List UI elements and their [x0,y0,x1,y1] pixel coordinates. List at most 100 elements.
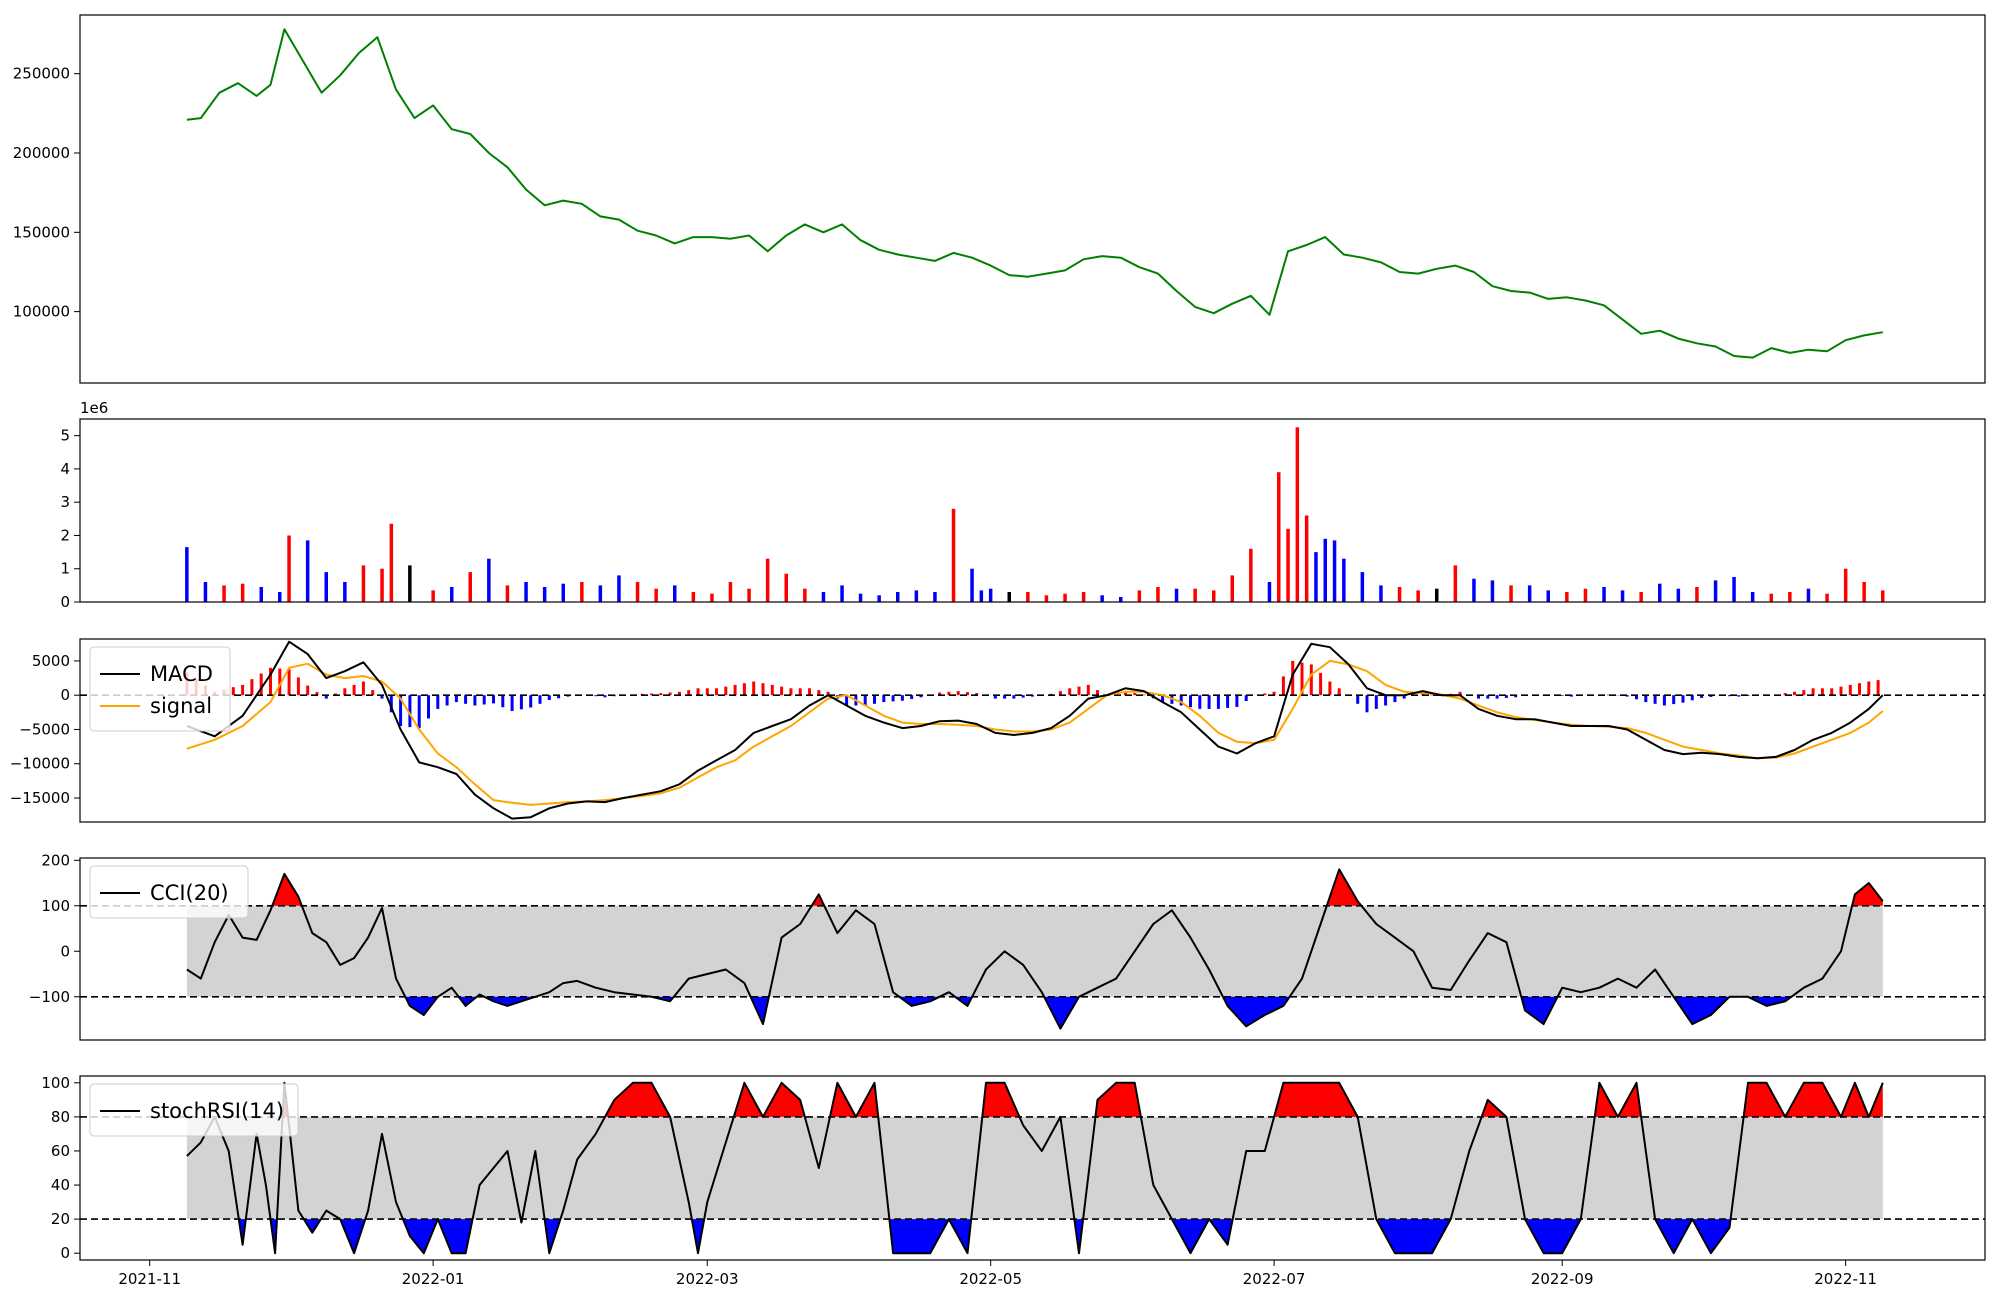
y-tick-label: 40 [51,1176,70,1194]
volume-bar [1658,583,1662,602]
volume-bar [580,582,584,602]
macd-histogram-bar [231,687,235,696]
macd-histogram-bar [1514,695,1518,698]
volume-bar [408,565,412,602]
macd-histogram-bar [1384,695,1388,706]
volume-bar [1119,597,1123,602]
volume-bar [1230,575,1234,602]
macd-histogram-bar [380,695,384,699]
macd-histogram-bar [808,688,811,696]
volume-bar [1490,580,1495,602]
volume-bar [691,592,696,602]
macd-histogram-bar [650,693,653,696]
volume-bar [747,588,751,602]
macd-histogram-bar [1560,695,1564,696]
volume-bar [542,587,547,602]
macd-histogram-bar [1216,695,1220,709]
macd-histogram-bar [473,695,477,706]
volume-bar [1602,587,1606,602]
macd-histogram-bar [1356,695,1360,704]
volume-bar [1639,592,1643,602]
macd-histogram-bar [250,679,254,696]
volume-bar [1342,558,1346,602]
macd-histogram-bar [947,691,951,696]
macd-histogram-bar [1644,695,1648,703]
volume-bar [1304,515,1309,602]
macd-histogram-bar [780,686,784,696]
macd-histogram-bar [1189,695,1192,708]
y-tick-label: 150000 [13,223,70,241]
volume-bar [287,535,291,602]
price-line [186,28,1883,359]
macd-histogram-bar [1281,676,1285,696]
macd-histogram-bar [1402,695,1406,699]
volume-bar [673,585,677,602]
volume-bar [1472,578,1476,602]
macd-histogram-bar [1737,695,1741,697]
macd-histogram-bar [891,695,895,702]
volume-bar [1026,592,1030,602]
macd-histogram-bar [1802,690,1806,696]
volume-bar [1509,585,1513,602]
legend-box [89,1083,299,1137]
cci-panel: 200 100 0 −100 CCI(20) [29,851,1986,1041]
volume-bar [561,583,565,602]
volume-bar [858,593,863,602]
x-tick-label: 2022-11 [1814,1270,1877,1288]
macd-histogram-bar [900,695,904,701]
macd-histogram-bar [334,693,337,696]
macd-histogram-bar [519,695,523,710]
axes-frame [79,418,1986,603]
macd-histogram-bar [1830,688,1834,696]
volume-bar [487,558,491,602]
macd-histogram-bar [417,695,421,729]
macd-histogram-bar [1374,695,1378,709]
macd-histogram-bar [1477,695,1480,699]
volume-bar [654,588,658,602]
macd-histogram-bar [492,695,495,704]
stochrsi-oversold-fill [186,1219,1883,1254]
volume-bar [1137,590,1142,602]
volume-bar [278,592,282,602]
y-tick-label: −15000 [10,789,70,807]
volume-bar [361,565,366,602]
macd-histogram-bar [1142,694,1146,696]
macd-histogram-bar [1272,691,1276,696]
macd-histogram-bar [445,695,449,706]
y-tick-label: 250000 [13,65,70,83]
macd-histogram-bar [259,673,263,696]
macd-histogram-bar [1625,695,1629,697]
macd-histogram-bar [361,681,365,696]
volume-bar [222,585,226,602]
legend-label-signal: signal [150,694,212,718]
date-axis: 2021-11 2022-01 2022-03 2022-05 2022-07 2022-… [118,1260,1877,1288]
macd-histogram-bar [1700,695,1704,698]
macd-histogram-bar [1328,681,1332,696]
volume-bar [380,568,384,602]
volume-bar [979,590,984,602]
macd-histogram-bar [482,695,486,705]
macd-histogram-bar [343,688,347,696]
volume-bar [896,592,900,602]
cci-overbought-fill [186,869,1883,906]
macd-histogram-bar [603,695,607,698]
volume-bar [933,592,937,602]
volume-bar [343,582,347,602]
volume-bar [505,585,510,602]
y-tick-label: 5000 [32,652,70,670]
macd-histogram-bar [352,684,356,696]
volume-bar [840,585,844,602]
macd-histogram-bar [269,667,272,696]
volume-bar [1881,590,1885,602]
macd-histogram-bar [1662,695,1666,706]
volume-bar [1360,572,1365,602]
volume-bar [1249,548,1253,602]
macd-histogram-bar [1077,686,1081,696]
y-tick-label: 2 [60,526,70,544]
y-tick-label: 0 [60,686,70,704]
stochrsi-line [186,1081,1884,1255]
volume-bar [324,572,328,602]
volume-bar [389,523,394,602]
macd-histogram-bar [529,695,533,708]
y-tick-label: 100 [41,1074,70,1092]
